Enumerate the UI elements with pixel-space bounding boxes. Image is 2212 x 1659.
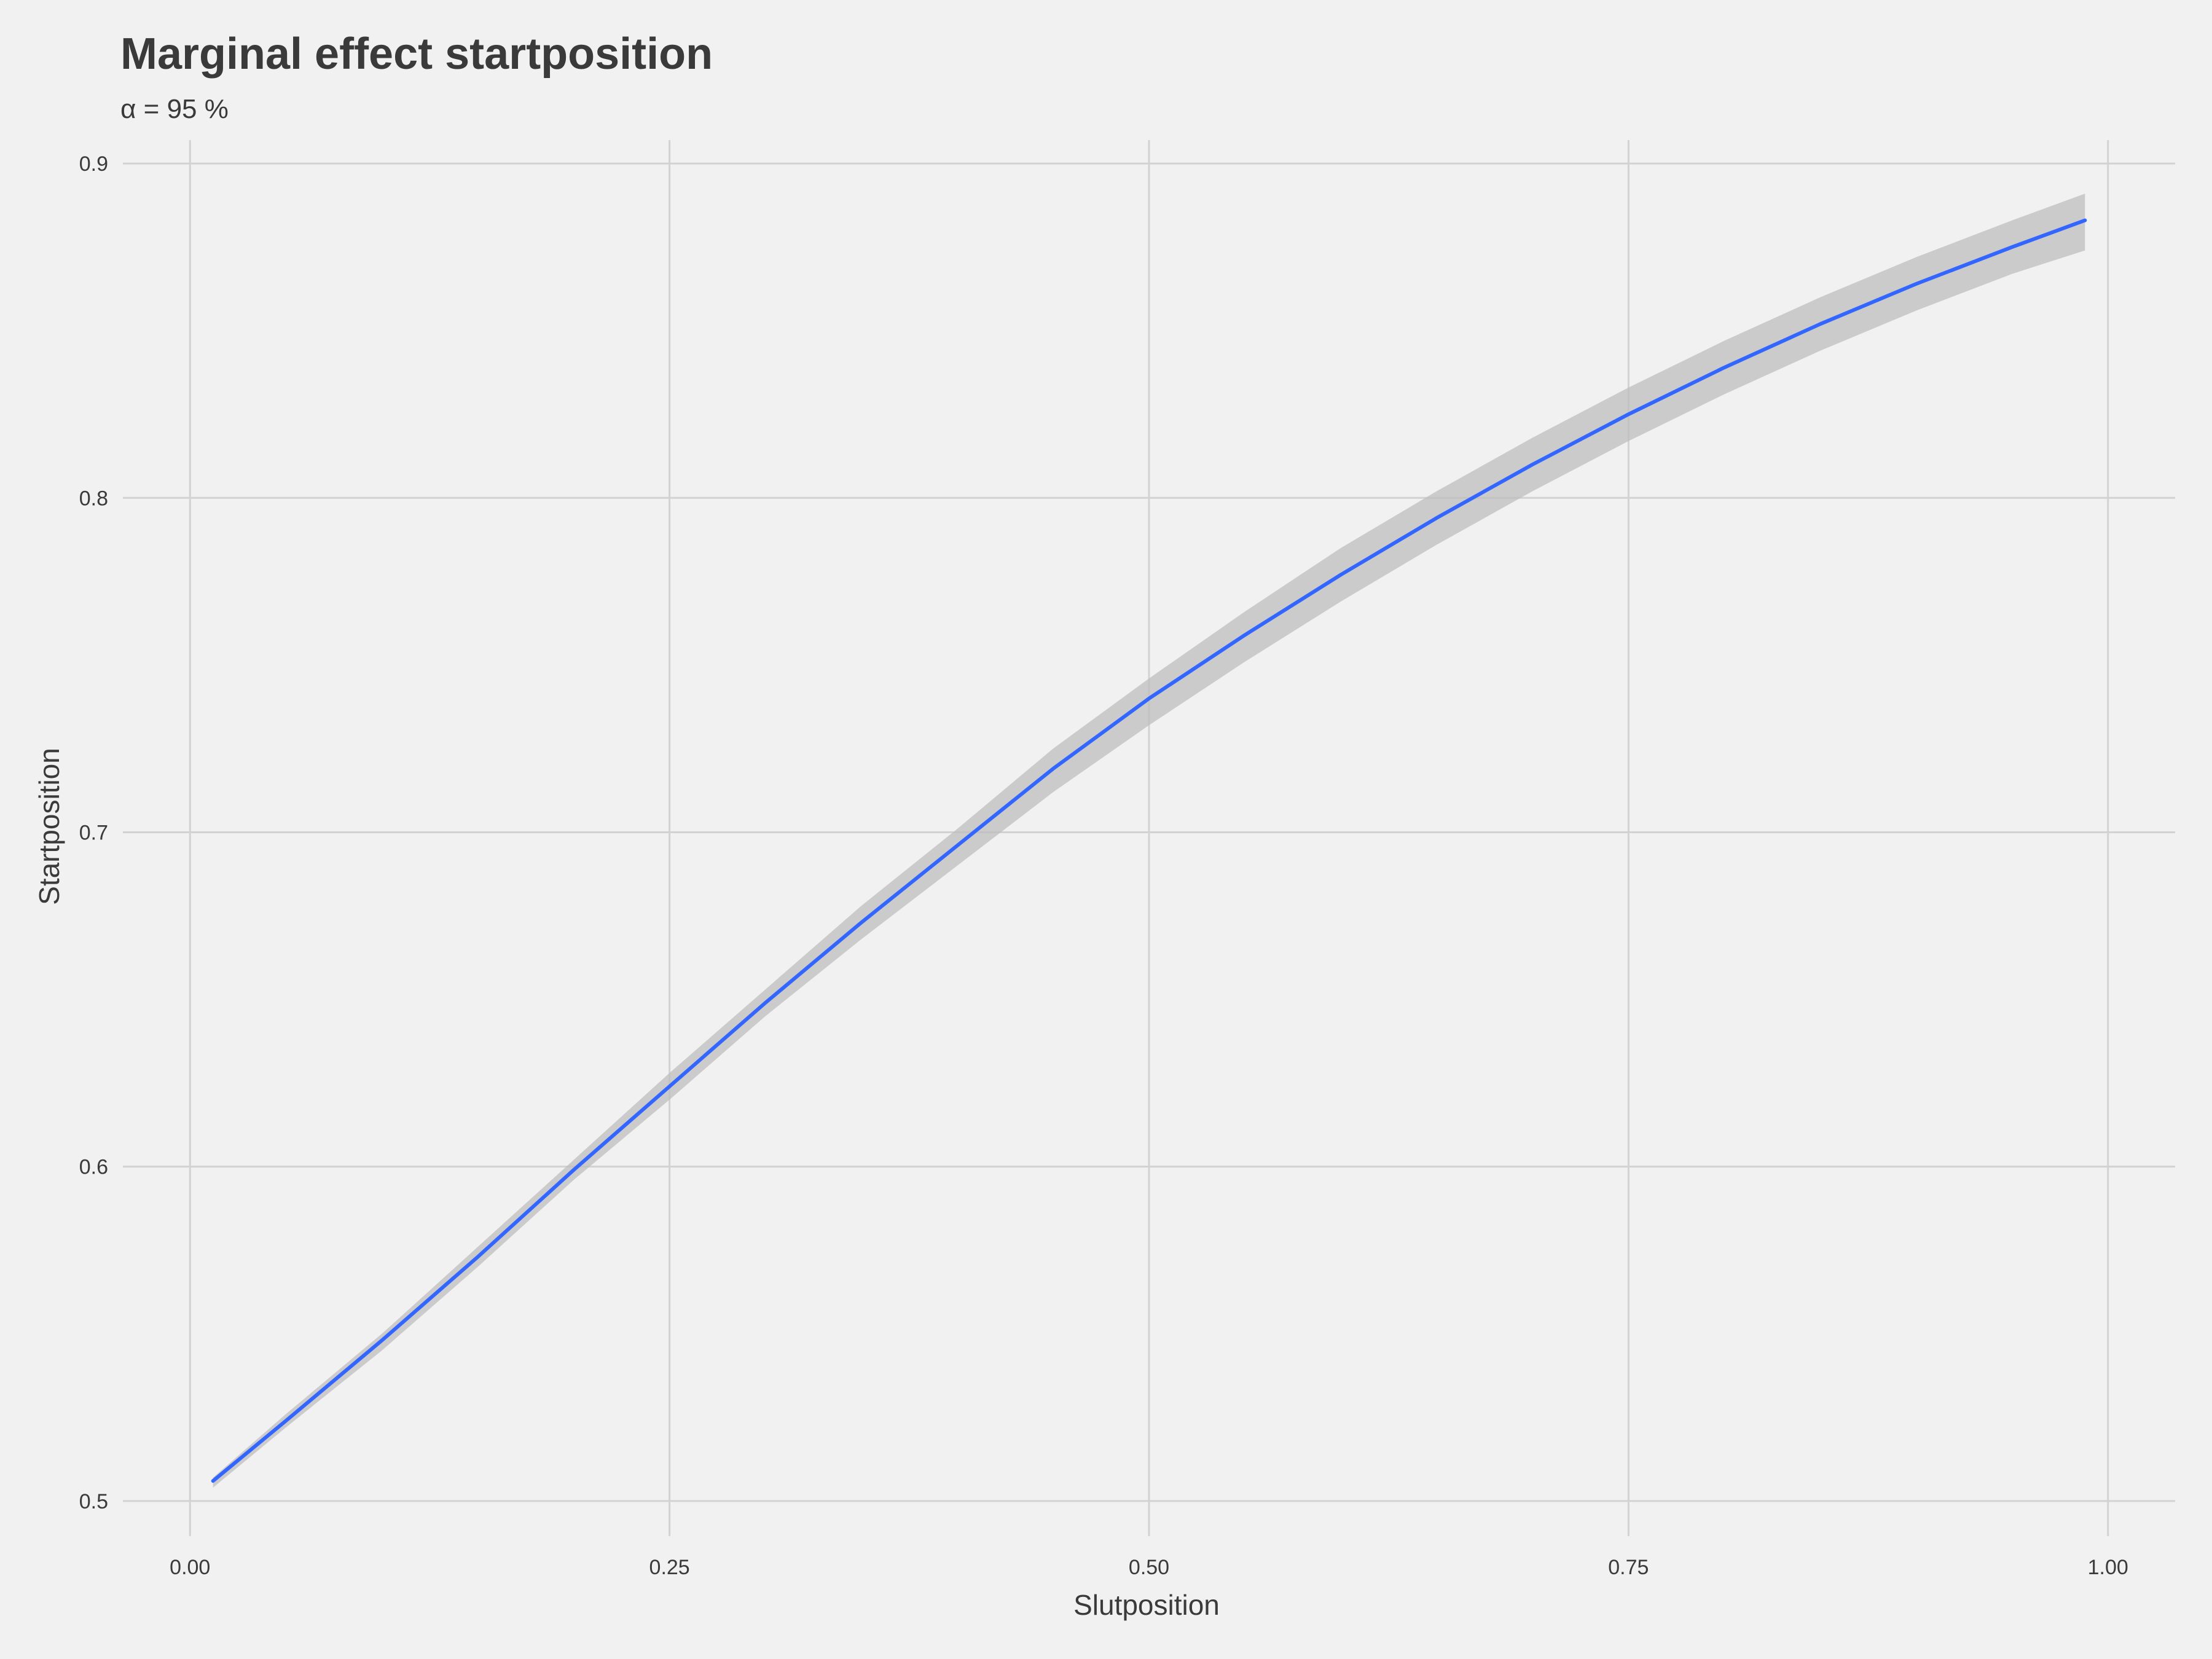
x-axis-title: Slutposition — [1073, 1589, 1220, 1621]
data-point — [211, 1479, 215, 1483]
data-point — [380, 1339, 383, 1343]
data-point — [476, 1255, 480, 1259]
y-axis-title: Startposition — [33, 748, 65, 905]
y-tick-label: 0.5 — [79, 1490, 108, 1513]
data-point — [1531, 463, 1534, 466]
grid — [123, 140, 2175, 1536]
x-tick-label: 1.00 — [2088, 1556, 2128, 1579]
series-line — [211, 218, 2087, 1483]
data-point — [1147, 697, 1151, 700]
data-point — [955, 844, 959, 847]
data-point — [2010, 245, 2014, 249]
x-tick-label: 0.00 — [170, 1556, 210, 1579]
data-point — [1722, 366, 1726, 369]
line-layer — [211, 218, 2087, 1483]
x-tick-label: 0.75 — [1608, 1556, 1649, 1579]
chart-subtitle: α = 95 % — [120, 94, 229, 124]
y-axis-ticks: 0.5 0.6 0.7 0.8 0.9 — [79, 152, 108, 1513]
data-point — [2083, 219, 2087, 222]
data-point — [284, 1419, 288, 1422]
y-tick-label: 0.8 — [79, 487, 108, 510]
data-point — [764, 1001, 767, 1005]
data-point — [572, 1168, 576, 1172]
y-tick-label: 0.7 — [79, 821, 108, 844]
data-point — [1435, 516, 1438, 520]
y-tick-label: 0.6 — [79, 1156, 108, 1179]
data-point — [1915, 282, 1918, 286]
x-tick-label: 0.50 — [1129, 1556, 1169, 1579]
data-point — [860, 920, 863, 924]
data-point — [1626, 412, 1630, 416]
data-point — [1243, 633, 1247, 637]
data-point — [1819, 322, 1822, 326]
data-point — [1051, 767, 1055, 771]
data-point — [1339, 573, 1343, 576]
x-tick-label: 0.25 — [649, 1556, 690, 1579]
chart-title: Marginal effect startposition — [120, 29, 713, 79]
y-tick-label: 0.9 — [79, 152, 108, 176]
x-axis-ticks: 0.00 0.25 0.50 0.75 1.00 — [170, 1556, 2128, 1579]
data-point — [668, 1084, 672, 1088]
